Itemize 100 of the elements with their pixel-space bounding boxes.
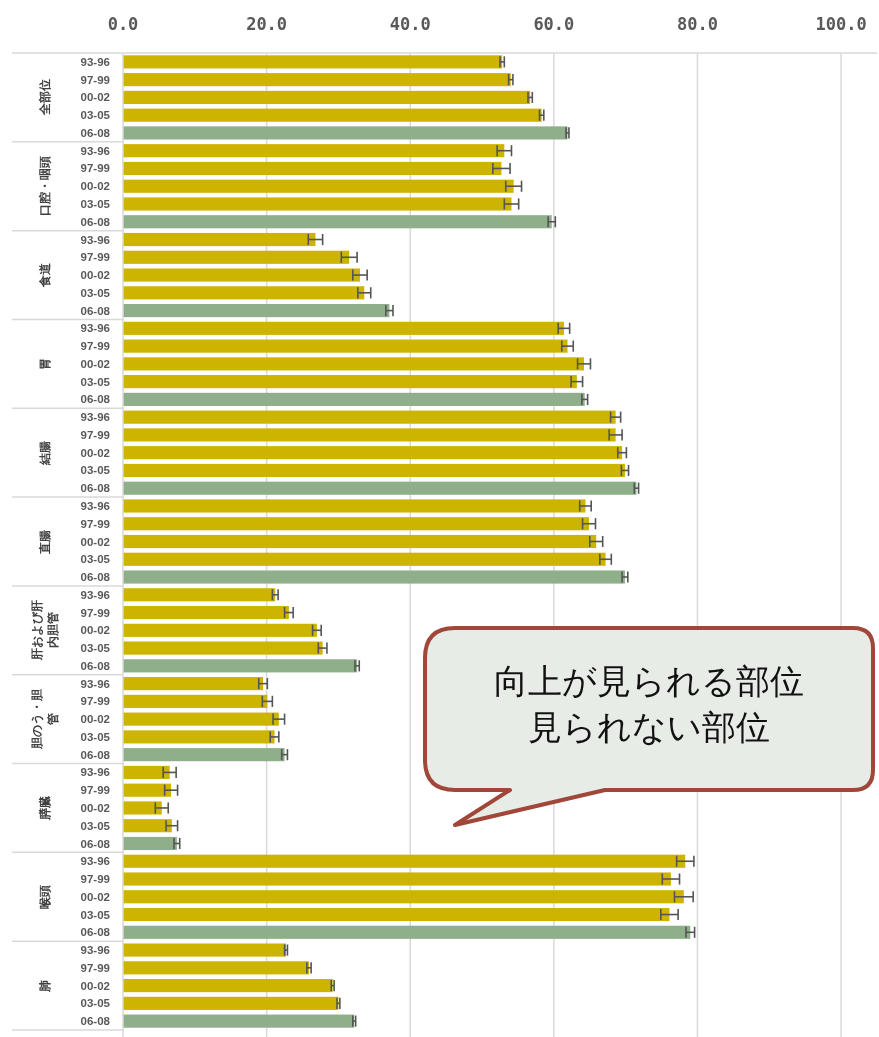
bar xyxy=(123,659,358,673)
bar xyxy=(123,250,350,264)
text: 胆のう・胆管 xyxy=(30,689,61,751)
bar xyxy=(123,375,577,389)
y-tick-label: 97-99 xyxy=(80,340,110,353)
y-tick-label: 97-99 xyxy=(80,961,110,974)
y-tick-label: 03-05 xyxy=(80,819,111,832)
y-tick-label: 00-02 xyxy=(80,535,110,548)
bar xyxy=(123,126,568,140)
y-tick-label: 97-99 xyxy=(80,606,110,619)
bar xyxy=(123,890,684,904)
x-tick-label: 80.0 xyxy=(677,14,718,34)
y-tick-label: 97-99 xyxy=(80,517,110,530)
y-tick-label: 03-05 xyxy=(80,109,111,122)
bar xyxy=(123,161,502,176)
text: 結腸 xyxy=(38,440,53,466)
x-tick-label: 20.0 xyxy=(246,14,288,34)
text: 食道 xyxy=(38,262,53,289)
y-tick-label: 03-05 xyxy=(80,730,111,743)
bar xyxy=(123,197,512,211)
bar xyxy=(123,712,279,726)
text: 直腸 xyxy=(38,529,53,555)
y-tick-label: 06-08 xyxy=(80,837,111,850)
y-tick-label: 97-99 xyxy=(80,251,110,264)
bar xyxy=(123,108,542,122)
annotation: 向上が見られる部位 xyxy=(494,661,804,701)
y-tick-label: 93-96 xyxy=(80,144,110,157)
y-tick-label: 00-02 xyxy=(80,890,110,903)
bar xyxy=(123,623,317,637)
bar xyxy=(123,552,606,566)
bar xyxy=(123,872,671,886)
bar xyxy=(123,268,360,282)
y-tick-label: 06-08 xyxy=(80,215,111,228)
y-tick-label: 93-96 xyxy=(80,944,110,957)
bar xyxy=(123,925,691,939)
bar xyxy=(123,854,686,868)
x-tick-label: 60.0 xyxy=(533,14,575,34)
bar xyxy=(123,392,585,406)
y-tick-label: 03-05 xyxy=(80,553,111,566)
x-tick-label: 0.0 xyxy=(107,14,139,34)
bar xyxy=(123,765,170,779)
bar xyxy=(123,321,564,335)
bar xyxy=(123,605,289,620)
text: 喉頭 xyxy=(38,884,53,909)
y-tick-label: 06-08 xyxy=(80,571,111,584)
bar xyxy=(123,232,316,247)
bar xyxy=(123,463,625,478)
y-tick-label: 06-08 xyxy=(80,659,111,672)
bar xyxy=(123,783,172,797)
bar xyxy=(123,801,162,815)
x-tick-label: 40.0 xyxy=(389,14,431,34)
bar xyxy=(123,641,323,655)
y-tick-label: 93-96 xyxy=(80,55,110,68)
y-tick-label: 06-08 xyxy=(80,926,111,939)
annotation: 見られない部位 xyxy=(528,707,770,747)
bar xyxy=(123,996,339,1010)
y-tick-label: 00-02 xyxy=(80,357,110,370)
y-tick-label: 06-08 xyxy=(80,393,111,406)
bar xyxy=(123,73,511,87)
y-tick-label: 03-05 xyxy=(80,908,111,921)
y-tick-label: 06-08 xyxy=(80,126,111,139)
bar xyxy=(123,357,585,371)
y-tick-label: 93-96 xyxy=(80,233,110,246)
bar xyxy=(123,144,505,158)
y-tick-label: 93-96 xyxy=(80,855,110,868)
y-tick-label: 06-08 xyxy=(80,304,111,317)
y-tick-label: 00-02 xyxy=(80,269,110,282)
bar xyxy=(123,907,670,922)
y-tick-label: 00-02 xyxy=(80,979,110,992)
y-tick-label: 03-05 xyxy=(80,375,111,388)
bar xyxy=(123,979,333,993)
y-tick-label: 97-99 xyxy=(80,873,110,886)
y-tick-label: 00-02 xyxy=(80,446,110,459)
bar xyxy=(123,410,616,424)
y-tick-label: 93-96 xyxy=(80,322,110,335)
y-tick-label: 00-02 xyxy=(80,801,110,814)
y-tick-label: 93-96 xyxy=(80,588,110,601)
bar xyxy=(123,286,365,300)
y-tick-label: 00-02 xyxy=(80,624,110,637)
y-tick-label: 97-99 xyxy=(80,73,110,86)
bar xyxy=(123,304,390,318)
bar xyxy=(123,446,623,460)
bar xyxy=(123,179,514,193)
text: 全部位 xyxy=(38,79,53,117)
y-tick-label: 93-96 xyxy=(80,766,110,779)
y-tick-label: 93-96 xyxy=(80,500,110,512)
bar xyxy=(123,428,616,442)
y-tick-label: 00-02 xyxy=(80,91,110,104)
y-tick-label: 97-99 xyxy=(80,428,110,441)
bar xyxy=(123,339,568,353)
bar xyxy=(123,961,309,975)
bar xyxy=(123,90,531,104)
bar xyxy=(123,499,586,513)
y-tick-label: 00-02 xyxy=(80,713,110,726)
bar xyxy=(123,55,503,69)
y-tick-label: 93-96 xyxy=(80,411,110,424)
bar xyxy=(123,836,177,851)
bar xyxy=(123,570,625,584)
text: 肝および肝内胆管 xyxy=(30,600,61,662)
y-tick-label: 06-08 xyxy=(80,1015,111,1028)
